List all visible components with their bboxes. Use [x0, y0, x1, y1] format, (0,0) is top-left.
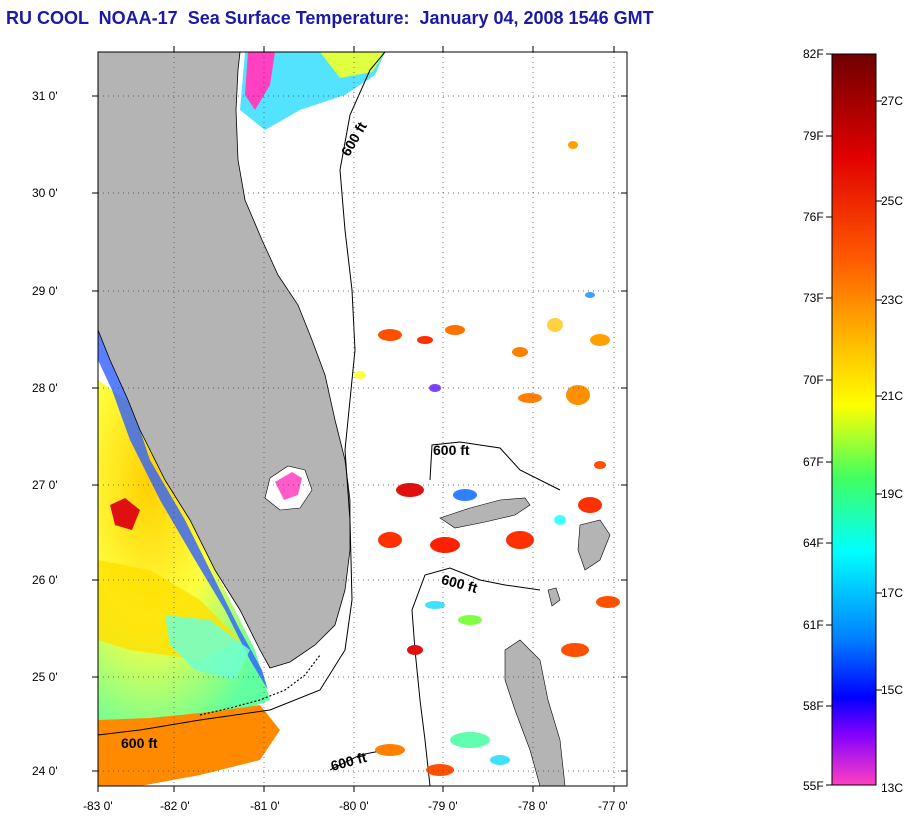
gulf-south-warm	[98, 705, 280, 786]
lake-okeechobee-sst	[275, 472, 302, 500]
cb-f-label: 76F	[803, 210, 824, 224]
lon-tick-label: -77 0'	[598, 799, 628, 813]
cb-c-label: 17C	[881, 586, 903, 600]
contour-label: 600 ft	[433, 442, 470, 458]
abaco-land	[577, 519, 611, 571]
cb-f-label: 73F	[803, 291, 824, 305]
isobath-600ft-east-florida	[98, 52, 386, 736]
cb-c-label: 21C	[881, 389, 903, 403]
gulf-red-patch	[110, 498, 140, 530]
florida-keys	[199, 654, 321, 716]
cb-f-label: 70F	[803, 373, 824, 387]
colorbar-fahrenheit-labels: 82F 79F 76F 73F 70F 67F 64F 61F 58F 55F	[803, 47, 824, 793]
lon-tick-label: -79 0'	[428, 799, 458, 813]
isobath-600ft-bahamas-north	[429, 441, 561, 491]
color-bar: 82F 79F 76F 73F 70F 67F 64F 61F 58F 55F …	[803, 47, 903, 795]
cb-f-label: 67F	[803, 455, 824, 469]
page-title: RU COOL NOAA-17 Sea Surface Temperature:…	[6, 8, 654, 28]
bimini-land	[547, 587, 561, 607]
color-bar-gradient	[831, 53, 877, 786]
lat-tick-label: 31 0'	[32, 89, 58, 103]
lon-tick-label: -82 0'	[160, 799, 190, 813]
lat-tick-label: 30 0'	[32, 186, 58, 200]
lat-tick-label: 24 0'	[32, 764, 58, 778]
north-coast-magenta	[245, 52, 275, 110]
latitude-axis: 31 0' 30 0' 29 0' 28 0' 27 0' 26 0' 25 0…	[32, 89, 627, 778]
andros-land	[504, 639, 566, 786]
cb-f-label: 82F	[803, 47, 824, 61]
map-area	[98, 52, 627, 786]
cb-c-label: 13C	[881, 781, 903, 795]
cb-f-label: 64F	[803, 536, 824, 550]
lat-tick-label: 28 0'	[32, 381, 58, 395]
cb-f-label: 79F	[803, 129, 824, 143]
cb-f-label: 61F	[803, 618, 824, 632]
colorbar-celsius-labels: 27C 25C 23C 21C 19C 17C 15C 13C	[881, 94, 903, 795]
gulf-cyan-patch	[165, 615, 250, 680]
lat-tick-label: 27 0'	[32, 478, 58, 492]
lon-tick-label: -83 0'	[83, 799, 113, 813]
lat-tick-label: 29 0'	[32, 284, 58, 298]
map-frame	[97, 51, 628, 787]
cb-c-label: 25C	[881, 194, 903, 208]
cb-c-label: 27C	[881, 94, 903, 108]
longitude-axis: -83 0' -82 0' -81 0' -80 0' -79 0' -78 0…	[83, 46, 628, 813]
cb-c-label: 15C	[881, 683, 903, 697]
graticule	[98, 52, 627, 786]
lat-tick-label: 26 0'	[32, 573, 58, 587]
north-coast-yellow	[320, 52, 385, 78]
lon-tick-label: -81 0'	[250, 799, 280, 813]
cb-f-label: 55F	[803, 779, 824, 793]
cb-c-label: 23C	[881, 293, 903, 307]
isobath-600ft-tongue	[411, 567, 541, 786]
lon-tick-label: -78 0'	[518, 799, 548, 813]
cb-f-label: 58F	[803, 699, 824, 713]
cb-c-label: 19C	[881, 487, 903, 501]
atlantic-sst-patches	[354, 141, 620, 776]
contour-label: 600 ft	[121, 735, 158, 751]
lat-tick-label: 25 0'	[32, 670, 58, 684]
lon-tick-label: -80 0'	[339, 799, 369, 813]
grand-bahama-land	[439, 497, 531, 529]
